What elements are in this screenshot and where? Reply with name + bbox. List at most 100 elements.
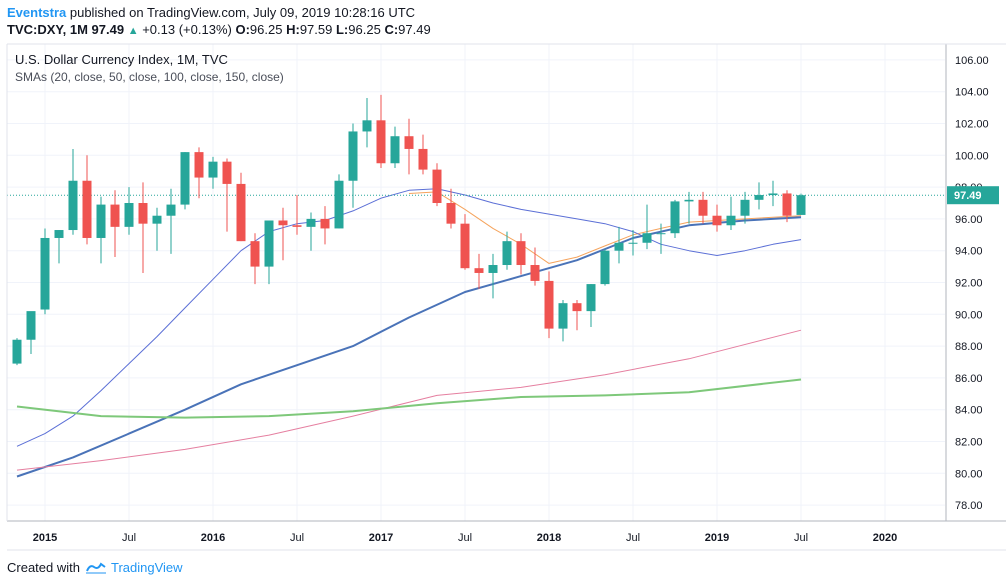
candle-body [390, 136, 400, 164]
candle-body [96, 204, 106, 238]
candle [446, 188, 456, 229]
candle [390, 126, 400, 169]
candle [26, 311, 36, 355]
candle [740, 191, 750, 224]
candle [96, 196, 106, 264]
candle [306, 212, 316, 251]
candle-body [642, 233, 652, 243]
candle-body [292, 225, 302, 227]
low-value: 96.25 [348, 22, 381, 37]
change-value: +0.13 (+0.13%) [142, 22, 232, 37]
published-text: published on TradingView.com, July 09, 2… [66, 5, 416, 20]
last-price-badge [947, 186, 999, 205]
candle [320, 206, 330, 245]
candle [656, 223, 666, 254]
candle-body [502, 241, 512, 266]
candle-body [712, 215, 722, 226]
candle [712, 204, 722, 232]
candle-body [306, 218, 316, 227]
candle [292, 195, 302, 235]
x-tick-label: 2019 [705, 532, 729, 544]
y-tick-label: 102.00 [955, 119, 989, 131]
candle [670, 199, 680, 238]
y-tick-label: 78.00 [955, 500, 983, 512]
candle [264, 220, 274, 285]
candle-body [768, 193, 778, 196]
tradingview-link[interactable]: TradingView [110, 560, 183, 575]
candle-body [236, 183, 246, 242]
candle [194, 147, 204, 199]
triangle-up-icon: ▲ [127, 25, 139, 37]
candle-body [180, 152, 190, 205]
candle [110, 190, 120, 258]
x-tick-label: 2018 [537, 532, 561, 544]
y-tick-label: 90.00 [955, 309, 983, 321]
candle [782, 190, 792, 223]
publisher-name[interactable]: Eventstra [7, 5, 67, 20]
candle-body [152, 215, 162, 224]
candle [698, 191, 708, 224]
candle [684, 191, 694, 224]
candle-body [754, 195, 764, 200]
y-tick-label: 100.00 [955, 150, 989, 162]
symbol: TVC:DXY, 1M [7, 22, 88, 37]
candle [754, 182, 764, 210]
candle-body [222, 161, 232, 184]
candle-body [614, 242, 624, 251]
candle [124, 187, 134, 235]
candle-body [320, 218, 330, 229]
candle-body [40, 237, 50, 310]
candle [474, 253, 484, 289]
candle [460, 214, 470, 270]
y-tick-label: 94.00 [955, 246, 983, 258]
chart-title: U.S. Dollar Currency Index, 1M, TVC [15, 52, 228, 67]
candle-body [138, 203, 148, 224]
candle-body [110, 204, 120, 227]
sma-150-line [16, 329, 802, 471]
candle [82, 155, 92, 245]
candle [488, 253, 498, 299]
sma-20-line [408, 191, 802, 264]
axes: 106.00104.00102.00100.0098.0096.0094.009… [6, 43, 1006, 551]
candle [334, 174, 344, 229]
candle [376, 94, 386, 169]
created-with-text: Created with [7, 560, 80, 575]
candle [152, 207, 162, 251]
candle [222, 158, 232, 232]
candle [54, 230, 64, 264]
candle-body [586, 284, 596, 312]
candle-body [54, 230, 64, 238]
y-tick-label: 92.00 [955, 278, 983, 290]
candle-body [68, 180, 78, 231]
x-tick-label: Jul [626, 532, 640, 544]
candle [236, 172, 246, 242]
candle [530, 247, 540, 286]
candle-body [474, 268, 484, 273]
candle-body [26, 311, 36, 340]
candle [502, 231, 512, 270]
candle-body [208, 161, 218, 178]
candle-body [572, 303, 582, 312]
candle [348, 123, 358, 208]
x-tick-label: Jul [290, 532, 304, 544]
y-tick-label: 106.00 [955, 55, 989, 67]
candle [586, 284, 596, 328]
candle-body [656, 233, 666, 235]
grid [7, 44, 945, 521]
y-tick-label: 80.00 [955, 468, 983, 480]
low-label: L: [335, 22, 349, 37]
candle-body [124, 203, 134, 227]
close-label: C: [384, 22, 399, 37]
candle [432, 163, 442, 207]
candle-body [404, 136, 414, 149]
candle-body [726, 215, 736, 226]
candle-body [432, 169, 442, 203]
candle [40, 228, 50, 315]
candle [278, 207, 288, 261]
candle [642, 204, 652, 250]
high-label: H: [286, 22, 300, 37]
y-tick-label: 104.00 [955, 87, 989, 99]
x-tick-label: Jul [794, 532, 808, 544]
candle-body [250, 241, 260, 267]
